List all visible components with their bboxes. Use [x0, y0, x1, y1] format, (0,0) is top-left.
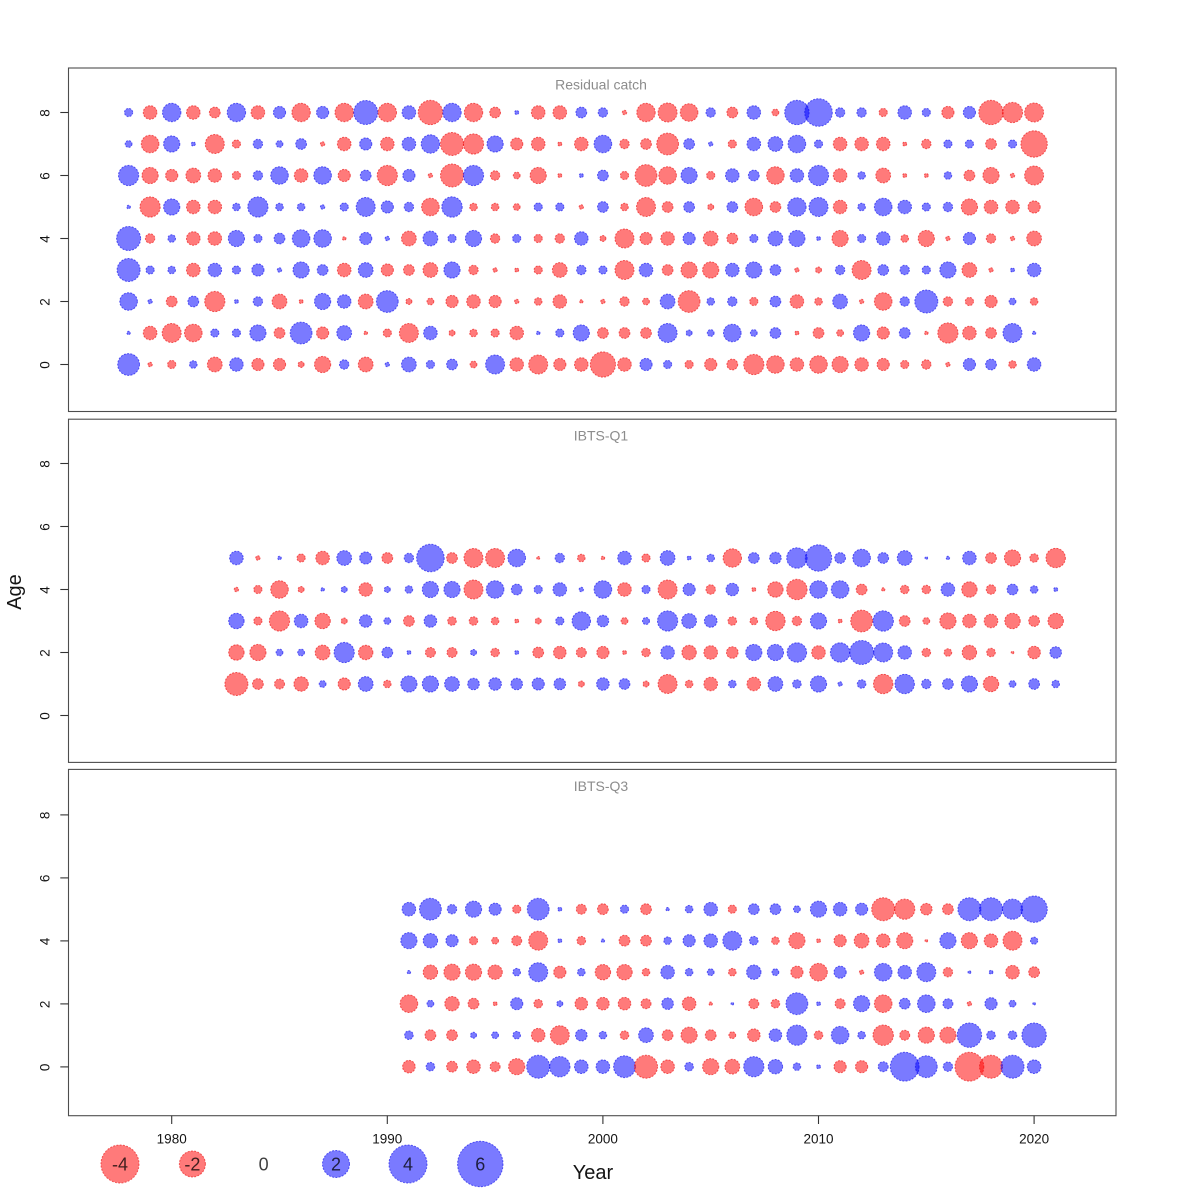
svg-text:0: 0: [38, 1064, 53, 1072]
svg-text:2: 2: [331, 1155, 341, 1175]
svg-text:2000: 2000: [588, 1132, 618, 1147]
svg-text:8: 8: [38, 460, 53, 468]
svg-text:0: 0: [259, 1155, 269, 1175]
svg-text:6: 6: [38, 172, 53, 180]
svg-text:2: 2: [38, 649, 53, 657]
svg-text:8: 8: [38, 109, 53, 117]
svg-text:0: 0: [38, 361, 53, 369]
svg-text:2: 2: [38, 298, 53, 306]
svg-text:1990: 1990: [372, 1132, 402, 1147]
svg-text:8: 8: [38, 812, 53, 820]
svg-text:0: 0: [38, 712, 53, 720]
svg-text:4: 4: [38, 586, 53, 594]
svg-text:2: 2: [38, 1001, 53, 1009]
svg-text:IBTS-Q3: IBTS-Q3: [574, 778, 629, 794]
svg-text:Residual catch: Residual catch: [555, 77, 647, 93]
svg-text:6: 6: [38, 875, 53, 883]
svg-text:6: 6: [38, 523, 53, 531]
svg-text:4: 4: [38, 235, 53, 243]
svg-text:Year: Year: [573, 1162, 614, 1184]
svg-text:IBTS-Q1: IBTS-Q1: [574, 428, 629, 444]
svg-text:Age: Age: [4, 574, 26, 610]
svg-text:4: 4: [403, 1155, 413, 1175]
svg-text:2010: 2010: [803, 1132, 833, 1147]
svg-text:-4: -4: [112, 1155, 128, 1175]
svg-text:4: 4: [38, 937, 53, 945]
svg-text:2020: 2020: [1019, 1132, 1049, 1147]
svg-text:-2: -2: [184, 1155, 200, 1175]
svg-text:1980: 1980: [157, 1132, 187, 1147]
svg-text:6: 6: [475, 1155, 485, 1175]
